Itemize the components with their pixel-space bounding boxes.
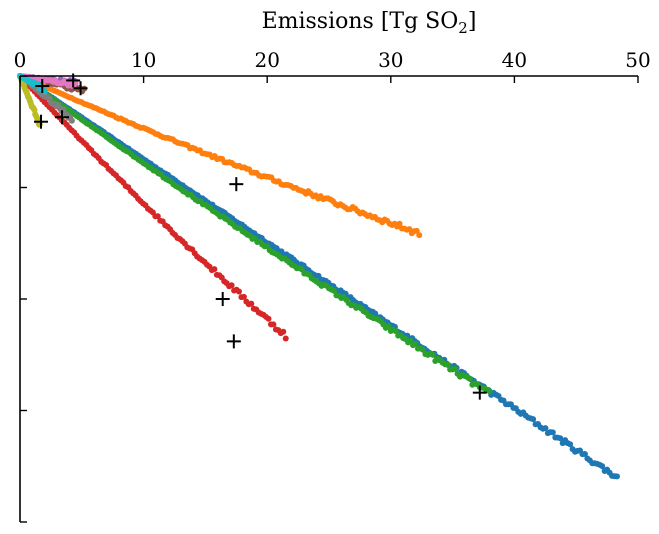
- x-tick-label: 50: [625, 48, 650, 72]
- series-3-point: [419, 346, 426, 353]
- series-4-point: [270, 321, 277, 328]
- series-4-point: [280, 328, 287, 335]
- series-4-point: [154, 213, 161, 220]
- x-axis-title: Emissions [Tg SO2]: [262, 9, 477, 37]
- series-1-point: [530, 416, 537, 423]
- series-1-point: [599, 463, 606, 470]
- plot-markers: [34, 73, 487, 400]
- series-3-point: [429, 351, 436, 358]
- series-1-point: [549, 429, 556, 436]
- series-4-point: [282, 335, 289, 342]
- series-4-point: [211, 266, 218, 273]
- series-4-point: [235, 288, 242, 295]
- series-4-point: [228, 282, 235, 289]
- series-3-point: [385, 323, 392, 330]
- x-tick-label: 10: [131, 48, 156, 72]
- series-1-point: [567, 441, 574, 448]
- series-2-point: [416, 232, 423, 239]
- axes: [19, 75, 639, 523]
- series-3-point: [444, 361, 451, 368]
- series-1-point: [581, 451, 588, 458]
- series-1-point: [613, 473, 620, 480]
- series-3-point: [412, 340, 419, 347]
- x-tick-label: 20: [254, 48, 279, 72]
- series-3-point: [392, 328, 399, 335]
- series-3-point: [486, 388, 493, 395]
- series-3-point: [452, 365, 459, 372]
- series-3-point: [466, 375, 473, 382]
- x-tick-labels: 0 10 20 30 40 50: [14, 48, 651, 72]
- series-4-point: [265, 315, 272, 322]
- x-tick-label: 40: [502, 48, 527, 72]
- series-4-point: [248, 300, 255, 307]
- x-tick-label: 0: [14, 48, 27, 72]
- plot-points: [17, 73, 620, 480]
- series-1-point: [557, 435, 564, 442]
- x-tick-label: 30: [378, 48, 403, 72]
- series-4-point: [240, 293, 247, 300]
- series-8-point: [68, 117, 75, 124]
- series-3-point: [330, 287, 337, 294]
- series-2-point: [396, 220, 403, 227]
- series-1-point: [542, 425, 549, 432]
